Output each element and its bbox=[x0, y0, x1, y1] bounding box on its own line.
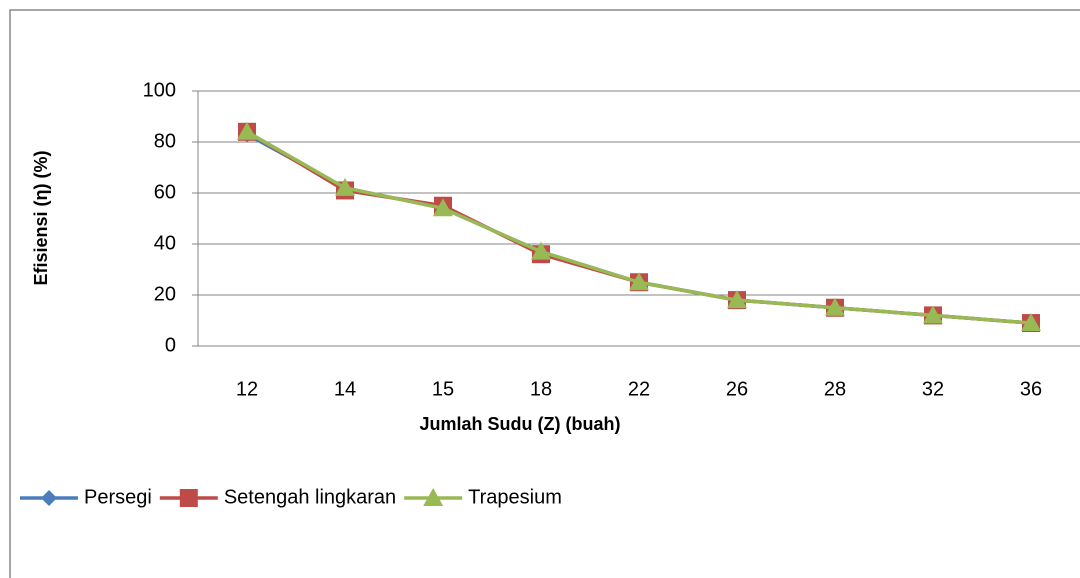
marker bbox=[237, 121, 257, 140]
x-tick-label: 15 bbox=[432, 378, 454, 400]
marker bbox=[923, 305, 943, 324]
marker bbox=[335, 177, 355, 196]
line bbox=[246, 130, 1032, 325]
legend-label: Trapesium bbox=[468, 486, 562, 508]
x-tick-label: 26 bbox=[726, 378, 748, 400]
chart-border bbox=[9, 9, 1080, 578]
x-tick-label: 28 bbox=[824, 378, 846, 400]
y-tick-label: 80 bbox=[154, 130, 176, 152]
legend-label: Setengah lingkaran bbox=[224, 486, 396, 508]
y-axis-label: Efisiensi (η) (%) bbox=[31, 150, 51, 285]
y-tick-label: 60 bbox=[154, 181, 176, 203]
x-tick-label: 32 bbox=[922, 378, 944, 400]
x-tick-label: 14 bbox=[334, 378, 356, 400]
marker bbox=[423, 488, 444, 506]
x-tick-label: 22 bbox=[628, 378, 650, 400]
marker bbox=[179, 489, 198, 507]
x-tick-label: 18 bbox=[530, 378, 552, 400]
y-tick-label: 0 bbox=[165, 334, 176, 356]
marker bbox=[531, 241, 551, 260]
marker bbox=[1021, 313, 1041, 332]
marker bbox=[629, 272, 649, 291]
legend-label: Persegi bbox=[84, 486, 152, 508]
marker bbox=[825, 297, 845, 316]
x-tick-label: 36 bbox=[1020, 378, 1042, 400]
x-tick-label: 12 bbox=[236, 378, 258, 400]
marker bbox=[41, 490, 57, 506]
marker bbox=[433, 198, 453, 217]
y-tick-label: 40 bbox=[154, 232, 176, 254]
x-axis-label: Jumlah Sudu (Z) (buah) bbox=[420, 414, 621, 434]
y-tick-label: 20 bbox=[154, 283, 176, 305]
marker bbox=[727, 290, 747, 309]
y-tick-label: 100 bbox=[143, 79, 176, 101]
line bbox=[246, 130, 1032, 325]
